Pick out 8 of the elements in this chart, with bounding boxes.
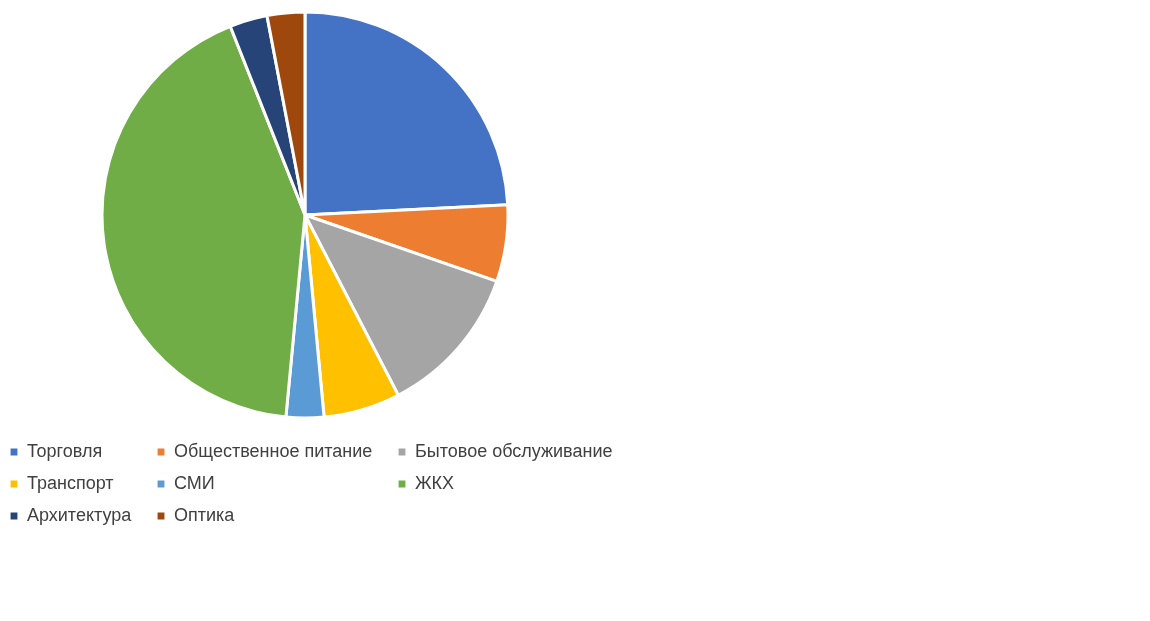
legend-label: Общественное питание	[174, 441, 373, 461]
legend-label: Торговля	[27, 441, 103, 461]
legend-label: Бытовое обслуживание	[415, 441, 613, 461]
legend-label: Оптика	[174, 505, 236, 525]
legend-label: Транспорт	[27, 473, 114, 493]
legend-label: Архитектура	[27, 505, 133, 525]
legend-label: СМИ	[174, 473, 215, 493]
legend-label: ЖКХ	[415, 473, 455, 493]
